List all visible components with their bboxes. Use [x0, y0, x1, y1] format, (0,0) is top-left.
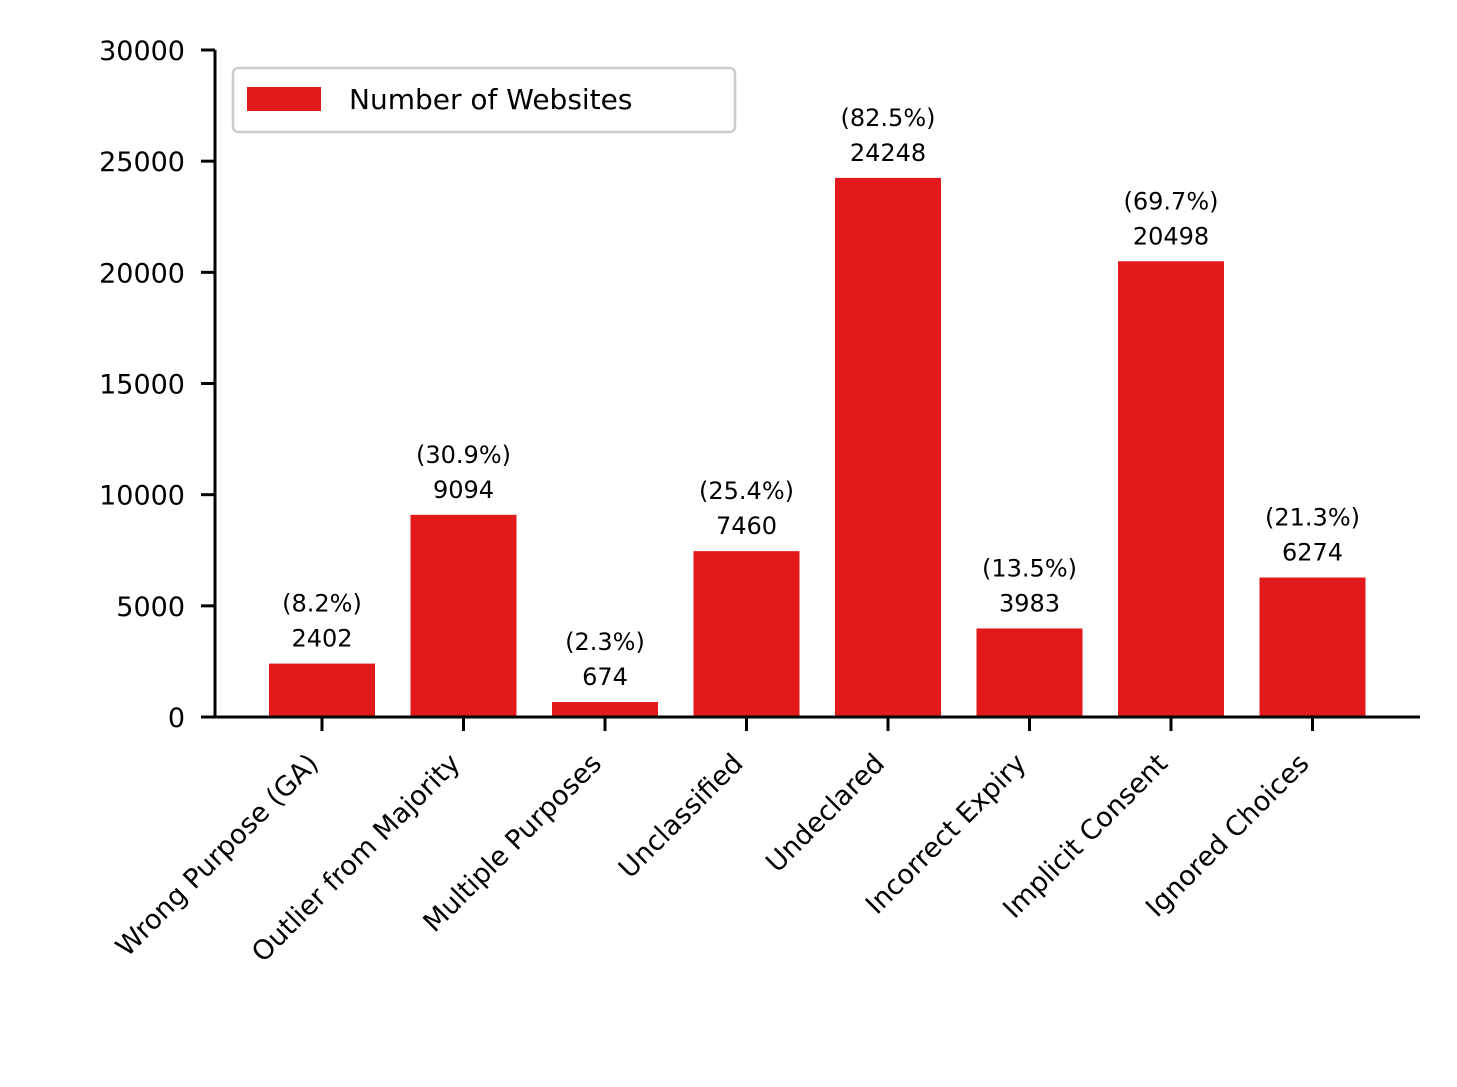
bars-group: [269, 177, 1366, 718]
legend-label: Number of Websites: [349, 83, 632, 116]
bar-value-label: 6274: [1282, 539, 1343, 567]
legend: Number of Websites: [231, 66, 737, 134]
bar: [269, 663, 375, 717]
bar: [976, 628, 1083, 717]
bar: [552, 702, 658, 717]
bar-labels-group: (8.2%) 2402 (30.9%) 9094 (2.3%) 674 (25.4%) 746…: [282, 104, 1360, 691]
bar-value-label: 3983: [999, 589, 1060, 617]
bar-value-label: 20498: [1133, 222, 1209, 250]
bar-percent-label: (69.7%): [1124, 187, 1219, 215]
bar-value-label: 9094: [433, 476, 494, 504]
y-tick-label: 10000: [99, 481, 185, 512]
bar: [1118, 261, 1224, 717]
y-tick-label: 25000: [99, 147, 185, 178]
bar-percent-label: (82.5%): [841, 104, 936, 132]
legend-frame: [231, 66, 737, 134]
y-tick-label: 0: [168, 703, 185, 734]
bar: [410, 514, 517, 717]
bar-percent-label: (21.3%): [1265, 504, 1360, 532]
bar-value-label: 24248: [850, 139, 926, 167]
bar-percent-label: (13.5%): [982, 554, 1077, 582]
y-tick-label: 5000: [116, 592, 185, 623]
bar-value-label: 674: [582, 663, 628, 691]
bar: [693, 551, 800, 717]
y-tick-label: 20000: [99, 258, 185, 289]
legend-swatch: [247, 87, 321, 111]
bar-percent-label: (30.9%): [416, 441, 511, 469]
x-tick-label: Unclassified: [613, 748, 750, 885]
bar-percent-label: (8.2%): [282, 590, 362, 618]
y-tick-label: 30000: [99, 36, 185, 67]
bar-value-label: 7460: [716, 512, 777, 540]
x-tick-label: Undeclared: [760, 748, 891, 879]
bar-value-label: 2402: [291, 625, 352, 653]
bar-percent-label: (2.3%): [565, 628, 645, 656]
y-axis-ticks: 0 5000 10000 15000 20000 25000 30000: [99, 36, 215, 734]
bar: [835, 177, 941, 718]
bar-percent-label: (25.4%): [699, 477, 794, 505]
y-tick-label: 15000: [99, 370, 185, 401]
bar: [1259, 577, 1366, 717]
x-axis-ticks: Wrong Purpose (GA)Outlier from MajorityM…: [110, 717, 1315, 968]
